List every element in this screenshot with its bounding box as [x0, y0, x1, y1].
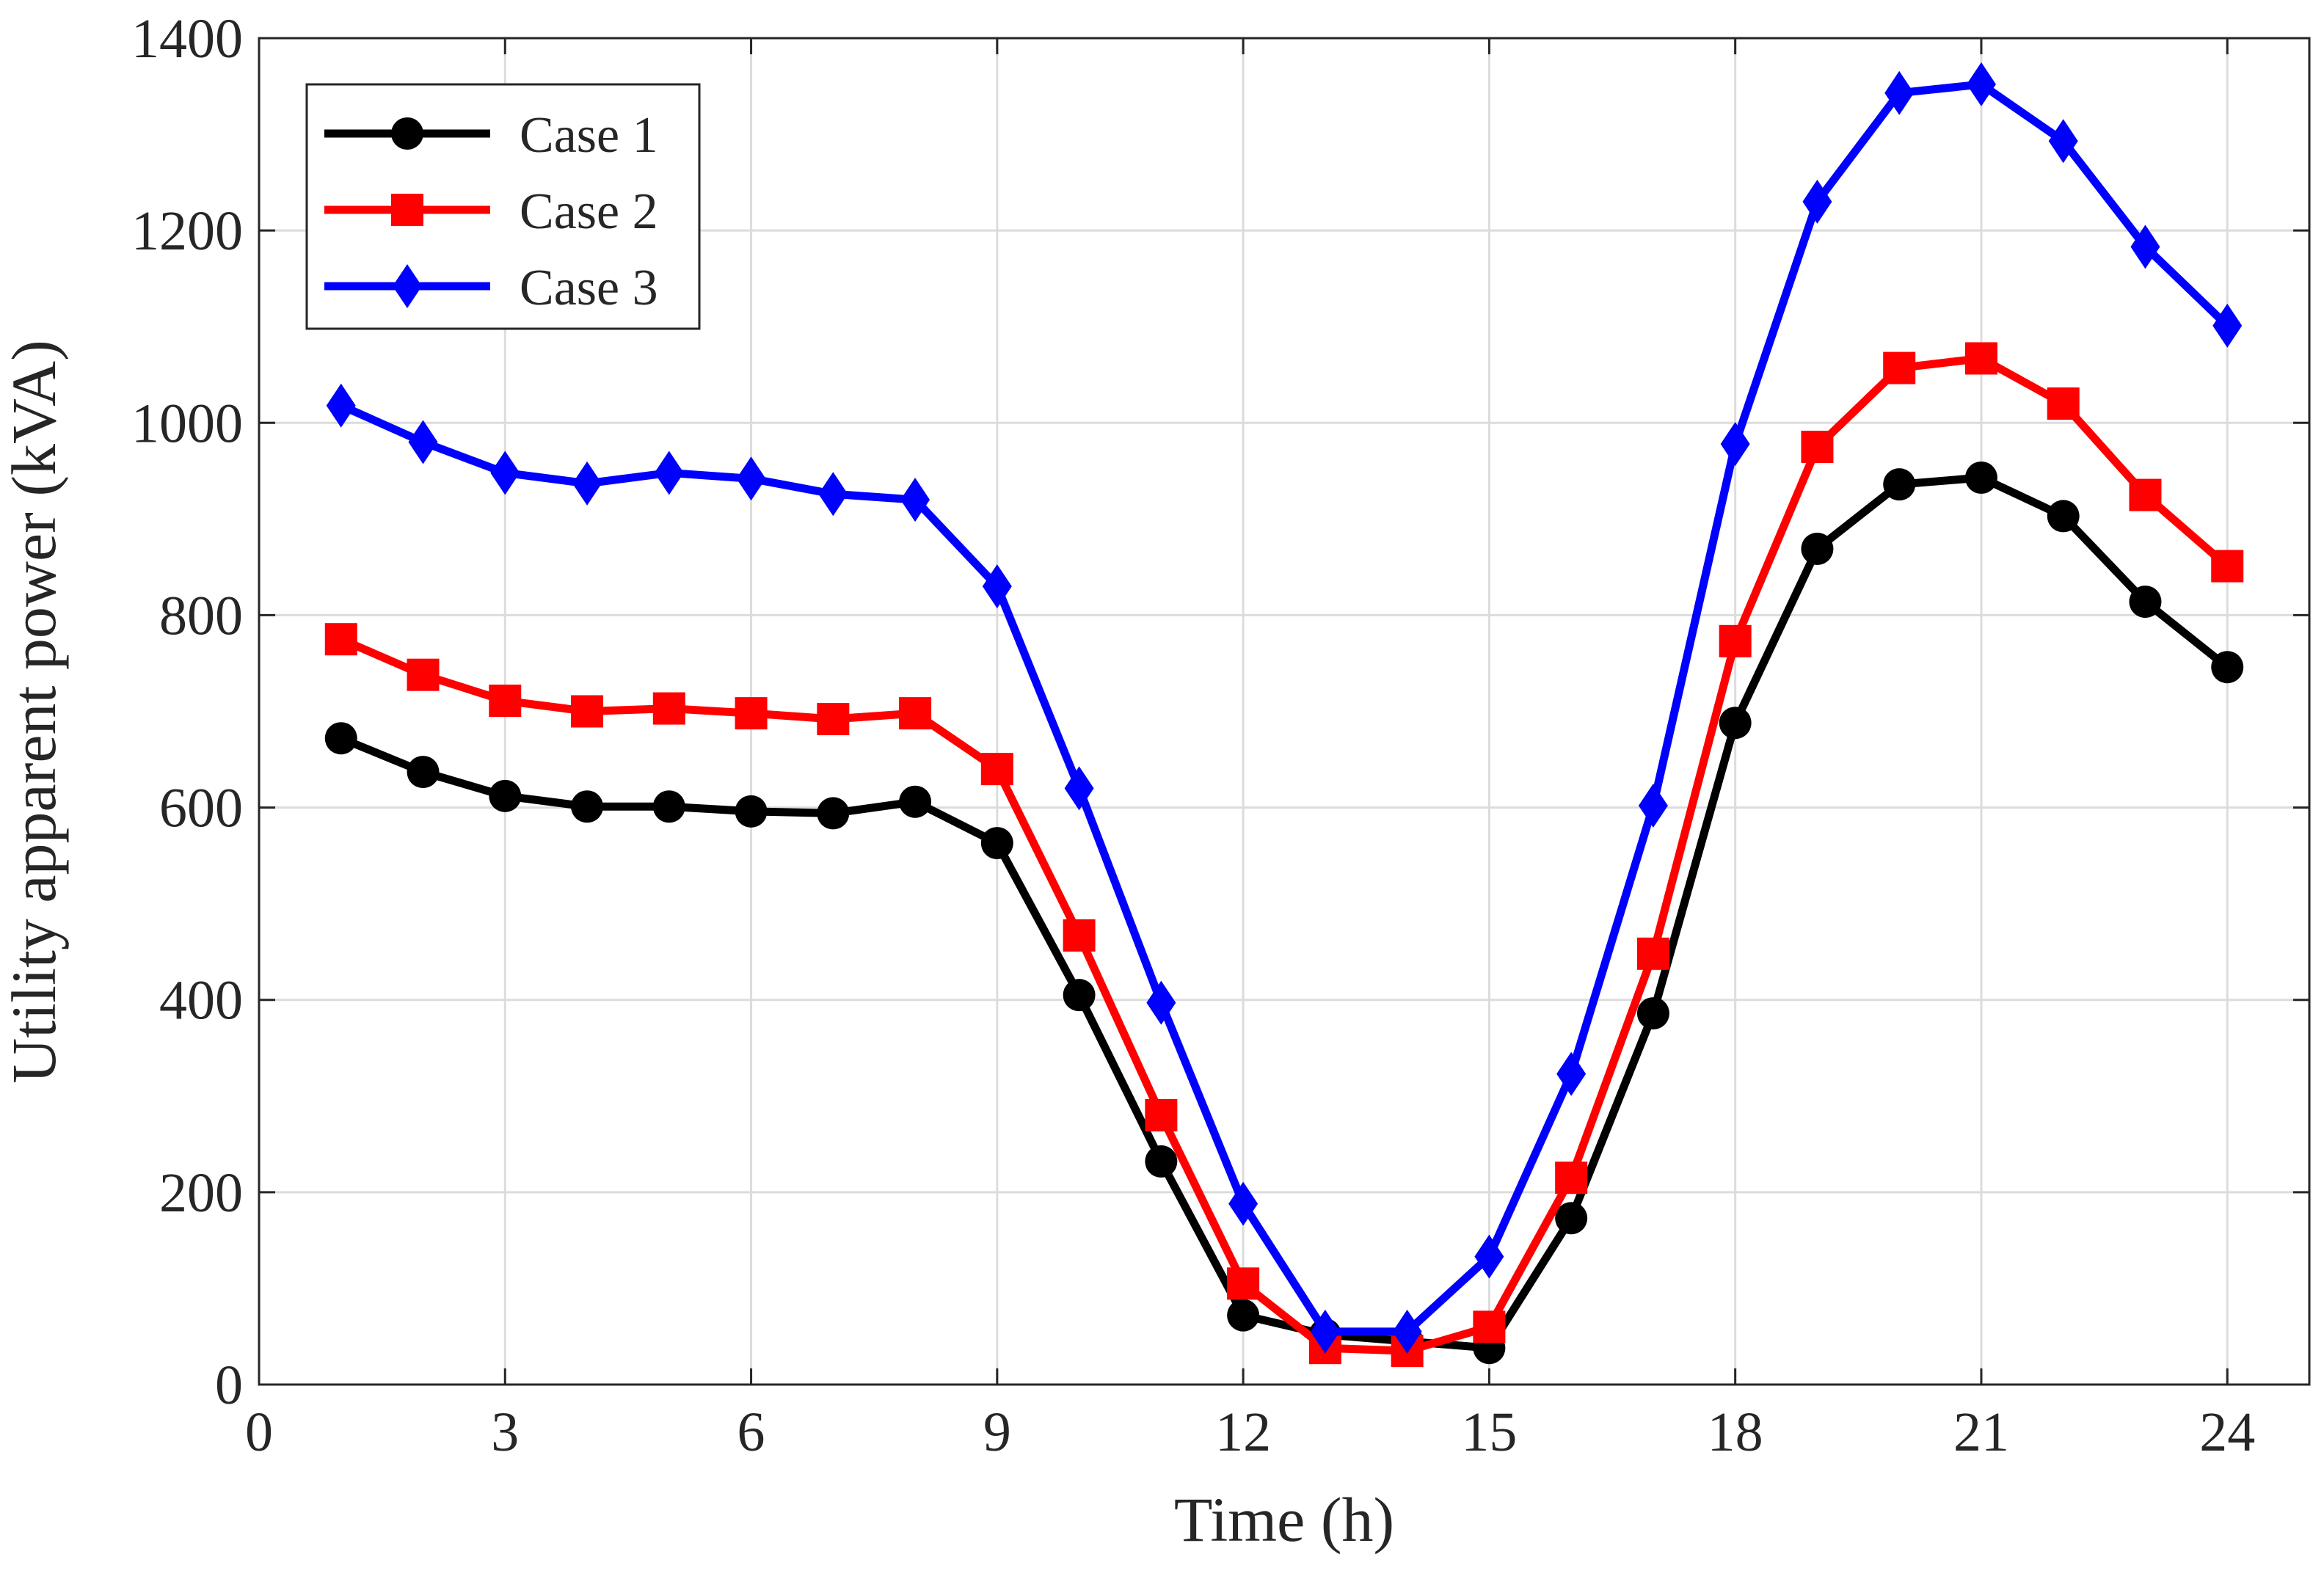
- x-tick-label: 0: [245, 1401, 273, 1463]
- marker: [1719, 624, 1752, 657]
- legend: Case 1 Case 2 Case 3: [305, 83, 701, 330]
- marker: [1063, 979, 1096, 1012]
- marker: [490, 451, 520, 495]
- y-tick-label: 1000: [131, 393, 243, 454]
- y-tick-label: 0: [215, 1354, 243, 1416]
- marker: [818, 472, 848, 517]
- marker: [736, 456, 766, 501]
- marker: [1146, 980, 1176, 1025]
- marker: [571, 790, 604, 823]
- marker: [571, 695, 604, 728]
- y-tick-label: 1400: [131, 8, 243, 70]
- marker: [2047, 500, 2080, 533]
- marker: [1802, 179, 1832, 224]
- marker: [980, 827, 1013, 860]
- marker: [1964, 461, 1997, 494]
- marker: [1228, 1181, 1258, 1226]
- marker: [735, 795, 768, 828]
- marker: [1801, 431, 1834, 464]
- marker: [1801, 532, 1834, 565]
- marker: [900, 478, 930, 522]
- marker: [1964, 342, 1997, 375]
- legend-label: Case 3: [520, 260, 658, 316]
- marker: [489, 685, 522, 718]
- marker: [1720, 422, 1750, 467]
- marker: [654, 451, 684, 495]
- x-tick-label: 6: [737, 1401, 765, 1463]
- y-tick-label: 1200: [131, 200, 243, 262]
- legend-marker: [393, 264, 422, 308]
- marker: [2129, 478, 2162, 511]
- marker: [1636, 997, 1669, 1030]
- legend-marker: [391, 194, 423, 226]
- marker: [817, 797, 850, 830]
- y-axis-label: Utility apparent power (kVA): [0, 340, 69, 1083]
- marker: [1556, 1051, 1587, 1096]
- marker: [1145, 1099, 1178, 1131]
- marker: [1966, 62, 1996, 106]
- marker: [1555, 1161, 1588, 1195]
- series-line: [339, 354, 2230, 1355]
- marker: [407, 658, 440, 691]
- marker: [1064, 766, 1094, 811]
- marker: [980, 753, 1013, 786]
- marker: [407, 756, 440, 789]
- marker: [1719, 707, 1752, 740]
- marker: [899, 785, 932, 818]
- marker: [1473, 1310, 1506, 1343]
- marker: [2047, 387, 2080, 420]
- marker: [1884, 70, 1915, 115]
- marker: [1227, 1299, 1260, 1332]
- y-tick-label: 400: [159, 970, 243, 1032]
- marker: [1474, 1234, 1504, 1279]
- marker: [982, 564, 1012, 609]
- marker: [2211, 550, 2244, 583]
- marker: [1227, 1267, 1260, 1300]
- marker: [652, 790, 685, 823]
- marker: [324, 623, 357, 656]
- x-tick-label: 18: [1708, 1401, 1763, 1463]
- marker: [2129, 586, 2162, 619]
- x-tick-label: 21: [1953, 1401, 2009, 1463]
- x-axis-label: Time (h): [1174, 1484, 1394, 1555]
- legend-label: Case 1: [520, 107, 658, 164]
- legend-marker: [391, 117, 423, 150]
- marker: [1063, 919, 1096, 952]
- marker: [1555, 1202, 1588, 1235]
- y-tick-label: 600: [159, 778, 243, 839]
- marker: [1883, 468, 1916, 501]
- marker: [2212, 303, 2243, 348]
- marker: [735, 697, 768, 730]
- marker: [2130, 225, 2160, 269]
- marker: [408, 420, 438, 464]
- marker: [326, 383, 356, 428]
- plot-frame: [258, 37, 2311, 1386]
- marker: [2211, 651, 2244, 684]
- marker: [1145, 1145, 1178, 1178]
- marker: [1883, 351, 1916, 384]
- marker: [324, 722, 357, 755]
- legend-label: Case 2: [520, 183, 658, 240]
- marker: [489, 779, 522, 812]
- marker: [1636, 937, 1669, 970]
- marker: [1638, 783, 1668, 828]
- series-line: [339, 473, 2230, 1352]
- y-tick-label: 800: [159, 585, 243, 646]
- marker: [817, 702, 850, 735]
- x-tick-label: 3: [491, 1401, 519, 1463]
- marker: [572, 461, 602, 506]
- y-tick-label: 200: [159, 1162, 243, 1224]
- marker: [899, 697, 932, 730]
- marker: [1310, 1309, 1340, 1354]
- marker: [652, 692, 685, 725]
- x-tick-label: 9: [983, 1401, 1011, 1463]
- marker: [2048, 119, 2078, 164]
- x-tick-label: 12: [1215, 1401, 1271, 1463]
- x-tick-label: 24: [2199, 1401, 2255, 1463]
- marker: [1392, 1309, 1422, 1354]
- x-tick-label: 15: [1461, 1401, 1517, 1463]
